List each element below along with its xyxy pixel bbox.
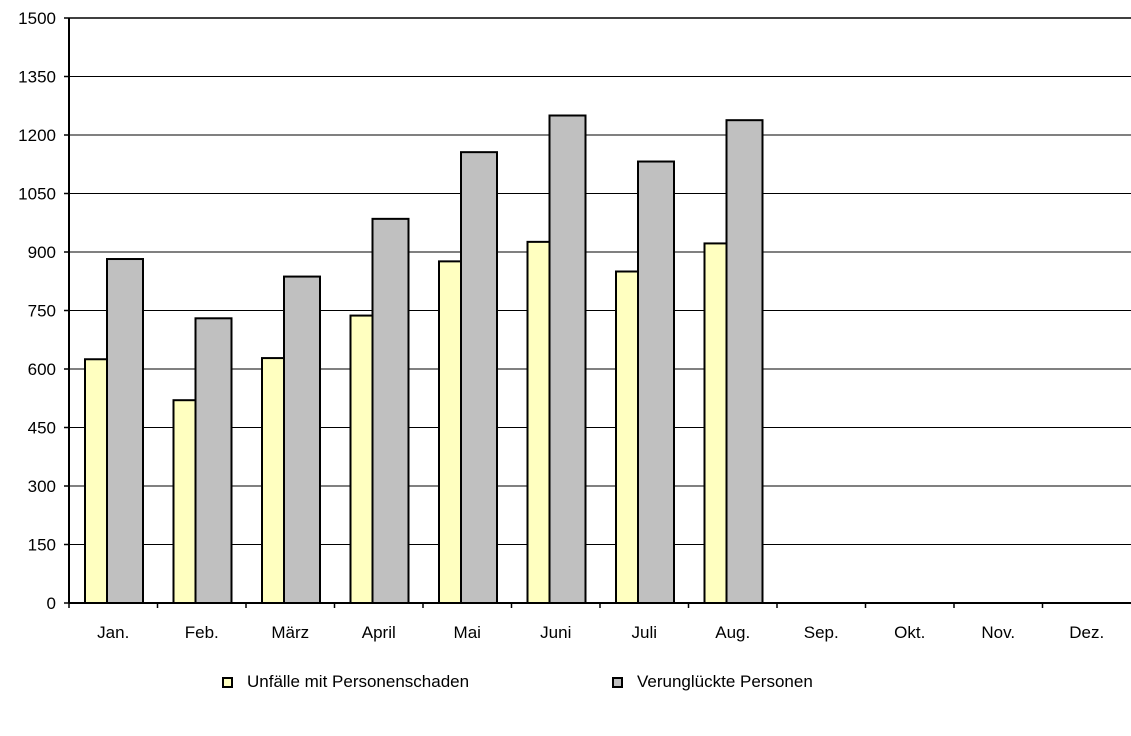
y-tick-label: 300 [28,477,56,496]
x-tick-label: Sep. [804,623,839,642]
bar-verunglueckte [637,160,675,605]
bar-unfaelle [703,242,728,604]
bar-unfaelle [438,260,462,604]
y-tick-label: 150 [28,536,56,555]
x-tick-label: Mai [454,623,481,642]
x-tick-label: März [271,623,309,642]
y-tick-label: 450 [28,419,56,438]
legend-label-verunglueckte: Verunglückte Personen [637,672,813,691]
legend-item-verunglueckte: Verunglückte Personen [612,672,813,692]
bar-unfaelle [172,399,197,605]
y-tick-label: 600 [28,360,56,379]
x-tick-label: Dez. [1069,623,1104,642]
y-tick-label: 1200 [18,126,56,145]
axes [64,17,1131,608]
legend-label-unfaelle: Unfälle mit Personenschaden [247,672,470,691]
bar-unfaelle [261,357,285,604]
y-tick-label: 750 [28,302,56,321]
x-tick-label: Juni [540,623,571,642]
y-tick-label: 900 [28,243,56,262]
bar-verunglueckte [283,275,321,604]
y-tick-label: 1050 [18,185,56,204]
legend-item-unfaelle: Unfälle mit Personenschaden [222,672,469,692]
legend: Unfälle mit Personenschaden Verunglückte… [0,672,1131,736]
bars [84,114,764,605]
x-tick-label: Juli [631,623,657,642]
bar-verunglueckte [548,114,587,604]
x-tick-label: Jan. [97,623,129,642]
y-tick-label: 1500 [18,9,56,28]
x-tick-label: April [362,623,396,642]
x-axis-ticks: Jan. Feb. März April Mai Juni Juli Aug. Sep. Okt.… [97,623,1104,642]
bar-unfaelle [84,358,108,604]
y-tick-label: 1350 [18,68,56,87]
bar-unfaelle [349,314,374,604]
bar-verunglueckte [106,258,144,604]
legend-swatch-verunglueckte [612,676,623,688]
y-axis-ticks: 0 150 300 450 600 750 900 1050 1200 1350 1500 [18,9,56,613]
legend-swatch-unfaelle [222,676,233,688]
bar-verunglueckte [194,317,233,604]
x-tick-label: Feb. [185,623,219,642]
y-tick-label: 0 [47,594,56,613]
x-tick-label: Okt. [894,623,925,642]
bar-chart: 0 150 300 450 600 750 900 1050 1200 1350 1500 Jan.… [18,9,1131,642]
bar-verunglueckte [460,151,498,604]
bar-unfaelle [526,240,551,605]
x-tick-label: Nov. [981,623,1015,642]
x-tick-label: Aug. [715,623,750,642]
bar-verunglueckte [371,217,410,604]
bar-verunglueckte [725,119,764,605]
bar-unfaelle [615,270,639,604]
